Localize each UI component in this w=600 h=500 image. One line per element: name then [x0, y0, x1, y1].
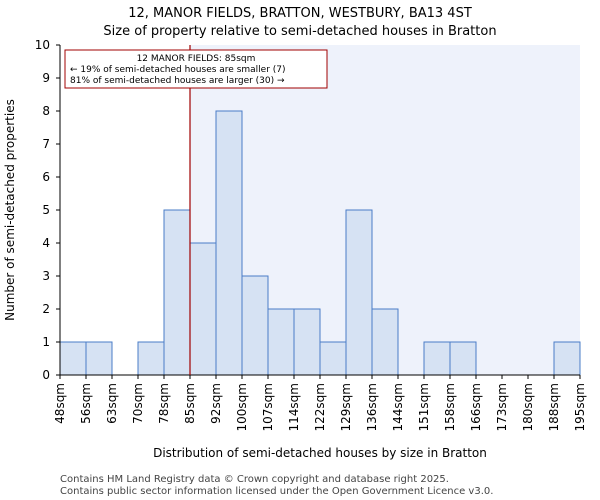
bar-188sqm	[553, 341, 581, 376]
x-tick-label-56sqm: 56sqm	[79, 383, 93, 424]
y-tick-label-3: 3	[42, 269, 50, 283]
x-tick-label-195sqm: 195sqm	[573, 383, 587, 431]
x-tick-label-122sqm: 122sqm	[313, 383, 327, 431]
y-tick-label-10: 10	[35, 38, 50, 52]
annotation-larger: 81% of semi-detached houses are larger (…	[70, 76, 285, 86]
x-tick-label-144sqm: 144sqm	[391, 383, 405, 431]
plot-area: 0 1 2 3 4 5 6 7 8 9 10 48sqm 56sqm 63sqm 70sqm 78sqm 85s…	[35, 38, 587, 431]
bar-158sqm	[449, 341, 477, 376]
bar-136sqm	[371, 308, 399, 376]
bar-56sqm	[85, 341, 113, 376]
y-tick-label-0: 0	[42, 368, 50, 382]
bar-70sqm	[137, 341, 165, 376]
y-tick-label-9: 9	[42, 71, 50, 85]
x-tick-label-188sqm: 188sqm	[547, 383, 561, 431]
bar-48sqm	[59, 341, 87, 376]
x-tick-label-136sqm: 136sqm	[365, 383, 379, 431]
bar-100sqm	[241, 275, 269, 376]
x-tick-label-129sqm: 129sqm	[339, 383, 353, 431]
y-tick-label-4: 4	[42, 236, 50, 250]
x-tick-label-85sqm: 85sqm	[183, 383, 197, 424]
x-tick-label-114sqm: 114sqm	[287, 383, 301, 431]
y-tick-label-1: 1	[42, 335, 50, 349]
chart-title: 12, MANOR FIELDS, BRATTON, WESTBURY, BA1…	[128, 6, 472, 21]
y-tick-label-7: 7	[42, 137, 50, 151]
y-tick-label-8: 8	[42, 104, 50, 118]
y-tick-label-5: 5	[42, 203, 50, 217]
y-axis-label: Number of semi-detached properties	[3, 99, 17, 321]
x-tick-label-180sqm: 180sqm	[521, 383, 535, 431]
bar-122sqm	[319, 341, 347, 376]
footer-line-1: Contains HM Land Registry data © Crown c…	[60, 474, 449, 485]
x-tick-label-78sqm: 78sqm	[157, 383, 171, 424]
x-tick-label-70sqm: 70sqm	[131, 383, 145, 424]
x-tick-label-100sqm: 100sqm	[235, 383, 249, 431]
x-tick-label-92sqm: 92sqm	[209, 383, 223, 424]
annotation-box	[64, 49, 328, 89]
chart-subtitle: Size of property relative to semi-detach…	[103, 24, 496, 39]
x-tick-label-107sqm: 107sqm	[261, 383, 275, 431]
bar-92sqm	[215, 110, 243, 376]
x-tick-label-48sqm: 48sqm	[53, 383, 67, 424]
x-tick-label-173sqm: 173sqm	[495, 383, 509, 431]
bar-78sqm	[163, 209, 191, 376]
y-tick-label-2: 2	[42, 302, 50, 316]
bar-85sqm	[189, 242, 217, 376]
x-tick-label-63sqm: 63sqm	[105, 383, 119, 424]
annotation-smaller: ← 19% of semi-detached houses are smalle…	[70, 65, 286, 75]
y-tick-label-6: 6	[42, 170, 50, 184]
x-tick-label-151sqm: 151sqm	[417, 383, 431, 431]
footer-line-2: Contains public sector information licen…	[60, 486, 493, 497]
bar-129sqm	[345, 209, 373, 376]
x-axis-label: Distribution of semi-detached houses by …	[153, 446, 487, 460]
bar-114sqm	[293, 308, 321, 376]
x-tick-label-158sqm: 158sqm	[443, 383, 457, 431]
x-tick-label-166sqm: 166sqm	[469, 383, 483, 431]
bar-151sqm	[423, 341, 451, 376]
bar-107sqm	[267, 308, 295, 376]
annotation-title: 12 MANOR FIELDS: 85sqm	[137, 54, 256, 64]
